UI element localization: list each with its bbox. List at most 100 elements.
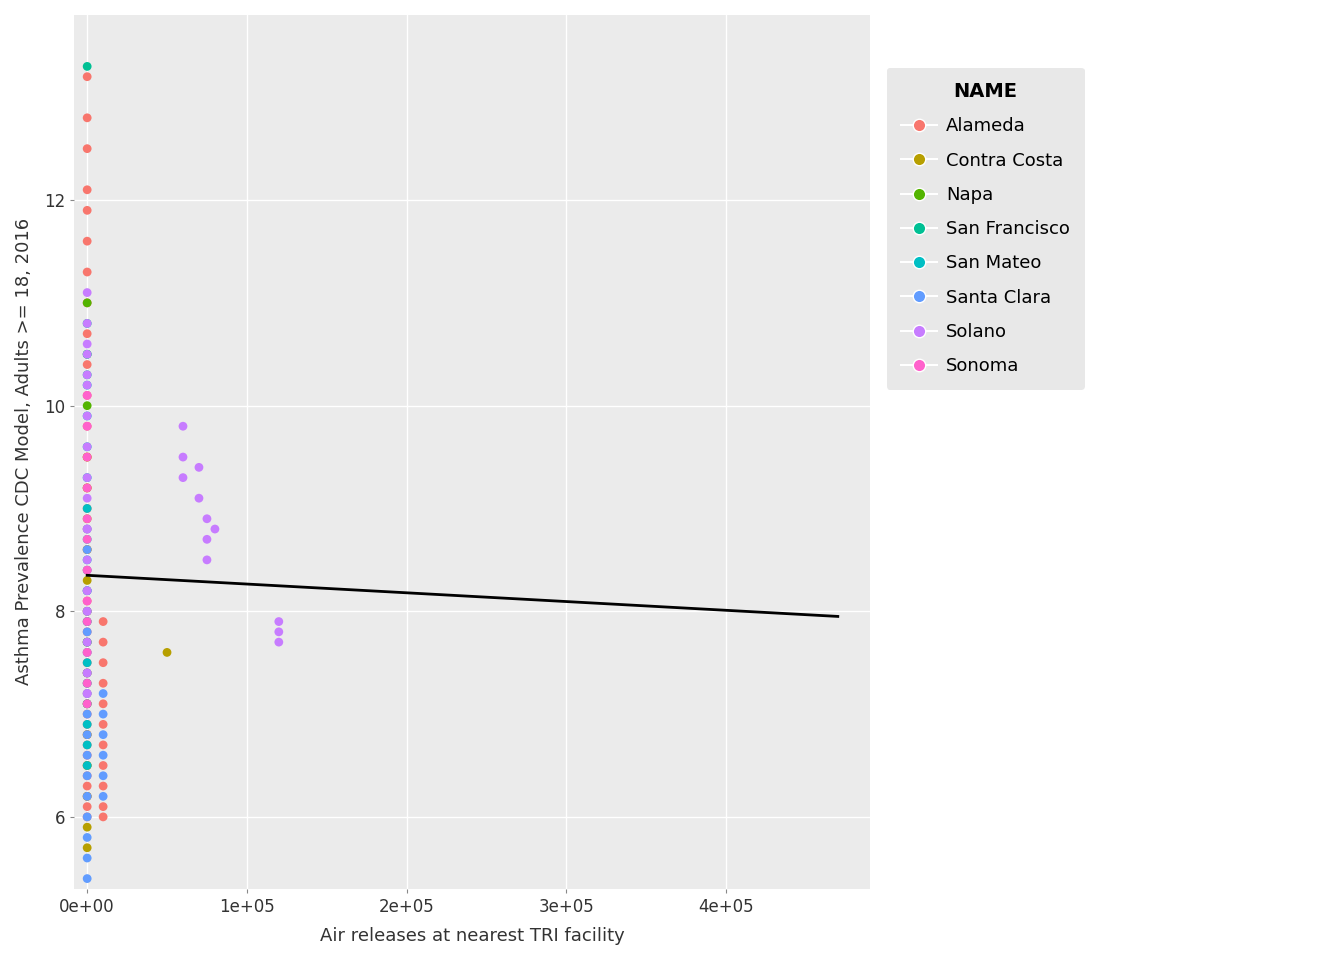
Point: [77, 624, 98, 639]
Point: [77, 316, 98, 331]
Point: [93, 685, 114, 701]
Point: [77, 604, 98, 619]
Point: [77, 264, 98, 279]
Point: [156, 645, 177, 660]
Point: [77, 295, 98, 310]
Point: [93, 613, 114, 629]
Point: [77, 624, 98, 639]
Point: [77, 696, 98, 711]
Point: [77, 408, 98, 423]
Point: [93, 727, 114, 742]
Point: [77, 573, 98, 588]
Y-axis label: Asthma Prevalence CDC Model, Adults >= 18, 2016: Asthma Prevalence CDC Model, Adults >= 1…: [15, 218, 34, 685]
Point: [172, 449, 194, 465]
Point: [93, 799, 114, 814]
Point: [77, 829, 98, 845]
Point: [77, 799, 98, 814]
Point: [77, 59, 98, 74]
Point: [77, 685, 98, 701]
Point: [77, 408, 98, 423]
Point: [77, 295, 98, 310]
Point: [93, 768, 114, 783]
Point: [93, 707, 114, 722]
Point: [77, 326, 98, 342]
Point: [77, 685, 98, 701]
Point: [77, 439, 98, 454]
Point: [93, 789, 114, 804]
Point: [267, 624, 289, 639]
Point: [77, 541, 98, 557]
Point: [77, 851, 98, 866]
Point: [77, 583, 98, 598]
Point: [77, 593, 98, 609]
Point: [77, 717, 98, 732]
Point: [77, 748, 98, 763]
Point: [77, 757, 98, 773]
Point: [77, 480, 98, 495]
Point: [77, 655, 98, 670]
Point: [77, 635, 98, 650]
Point: [77, 665, 98, 681]
Point: [77, 655, 98, 670]
Point: [77, 501, 98, 516]
Point: [77, 789, 98, 804]
Point: [77, 665, 98, 681]
Point: [77, 604, 98, 619]
Legend: Alameda, Contra Costa, Napa, San Francisco, San Mateo, Santa Clara, Solano, Sono: Alameda, Contra Costa, Napa, San Francis…: [887, 68, 1085, 390]
Point: [77, 398, 98, 414]
Point: [77, 388, 98, 403]
Point: [267, 613, 289, 629]
Point: [77, 419, 98, 434]
Point: [77, 789, 98, 804]
Point: [77, 541, 98, 557]
Point: [267, 635, 289, 650]
Point: [77, 347, 98, 362]
Point: [77, 757, 98, 773]
Point: [77, 779, 98, 794]
Point: [93, 635, 114, 650]
Point: [77, 696, 98, 711]
Point: [77, 203, 98, 218]
Point: [77, 511, 98, 526]
Point: [77, 676, 98, 691]
Point: [77, 552, 98, 567]
Point: [77, 768, 98, 783]
Point: [93, 809, 114, 825]
Point: [93, 676, 114, 691]
Point: [77, 645, 98, 660]
Point: [77, 676, 98, 691]
Point: [93, 748, 114, 763]
Point: [77, 840, 98, 855]
Point: [93, 717, 114, 732]
Point: [77, 707, 98, 722]
Point: [77, 645, 98, 660]
Point: [77, 491, 98, 506]
Point: [77, 419, 98, 434]
Point: [188, 491, 210, 506]
Point: [77, 717, 98, 732]
Point: [77, 676, 98, 691]
Point: [77, 449, 98, 465]
Point: [77, 532, 98, 547]
Point: [77, 757, 98, 773]
Point: [77, 665, 98, 681]
Point: [77, 635, 98, 650]
Point: [77, 336, 98, 351]
Point: [77, 377, 98, 393]
Point: [77, 480, 98, 495]
Point: [77, 439, 98, 454]
Point: [204, 521, 226, 537]
Point: [93, 757, 114, 773]
Point: [77, 182, 98, 198]
Point: [77, 583, 98, 598]
Point: [77, 521, 98, 537]
Point: [77, 768, 98, 783]
Point: [196, 511, 218, 526]
Point: [77, 604, 98, 619]
Point: [77, 685, 98, 701]
Point: [77, 552, 98, 567]
Point: [77, 613, 98, 629]
Point: [77, 727, 98, 742]
Point: [77, 635, 98, 650]
Point: [77, 388, 98, 403]
